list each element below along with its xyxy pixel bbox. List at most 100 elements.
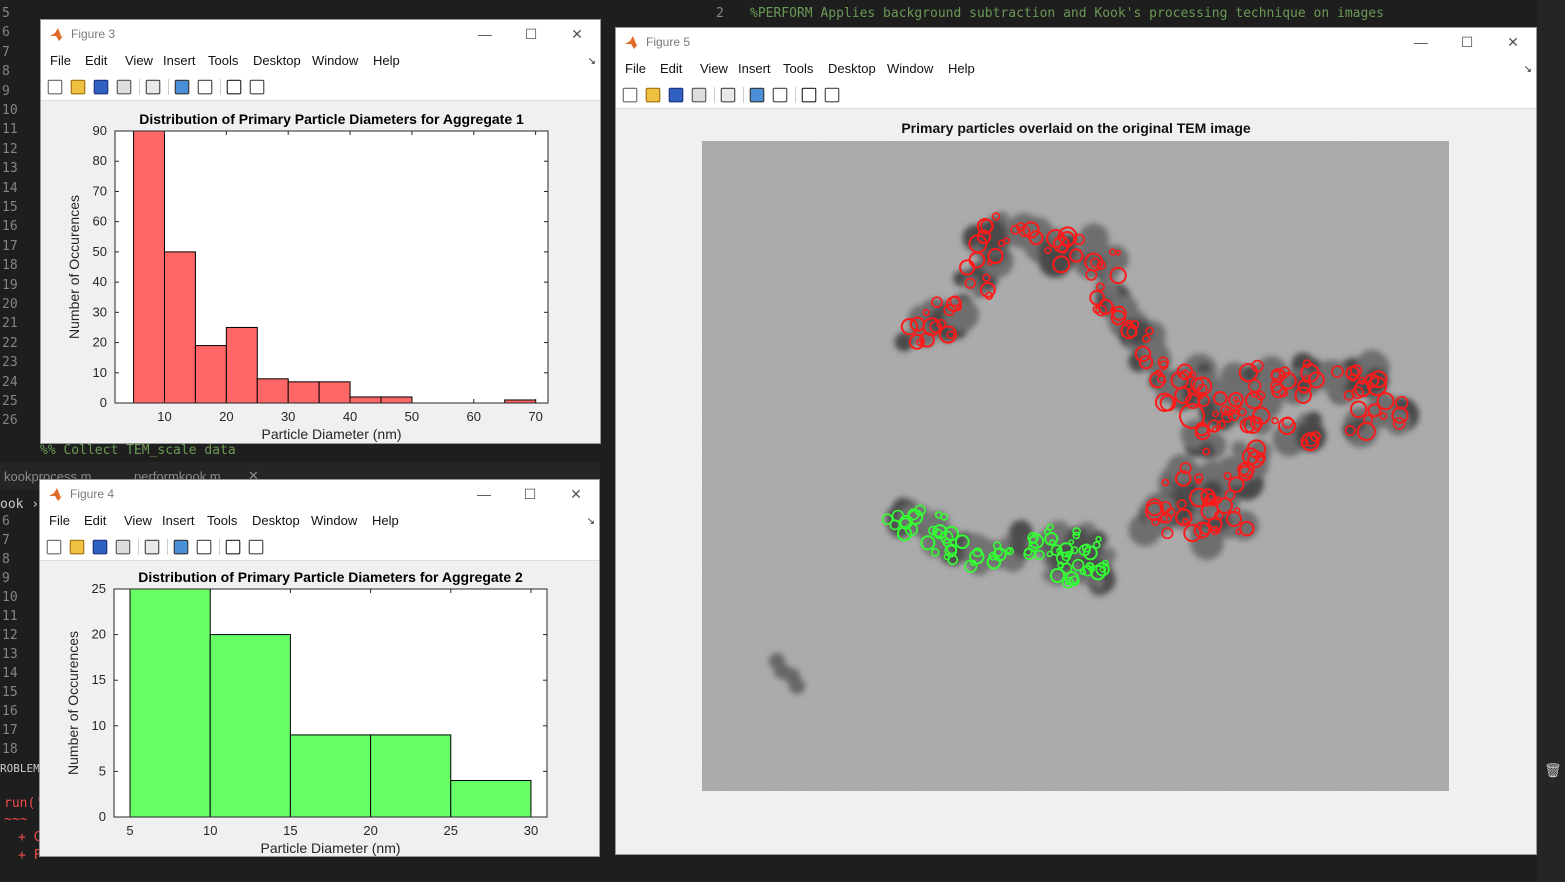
minimize-button[interactable]: — — [1414, 34, 1428, 50]
primary-particle-circle — [1159, 501, 1172, 514]
legend-icon[interactable] — [771, 86, 789, 104]
toolbar-separator — [167, 539, 168, 555]
open-folder-icon[interactable] — [69, 78, 87, 96]
dock-arrow-icon[interactable]: ↘ — [587, 56, 596, 67]
print-icon[interactable] — [690, 86, 708, 104]
link-plot-icon[interactable] — [143, 538, 161, 556]
menu-help[interactable]: Help — [373, 53, 400, 68]
colorbar-icon[interactable] — [748, 86, 766, 104]
menu-window[interactable]: Window — [887, 61, 934, 76]
pointer-icon[interactable] — [800, 86, 818, 104]
menu-help[interactable]: Help — [372, 513, 399, 528]
link-plot-icon[interactable] — [719, 86, 737, 104]
primary-particle-circle — [947, 554, 959, 566]
chart-title: Distribution of Primary Particle Diamete… — [139, 111, 524, 127]
primary-particle-circle — [1194, 424, 1211, 441]
line-number: 10 — [2, 103, 18, 118]
menu-insert[interactable]: Insert — [163, 53, 196, 68]
problems-tab[interactable]: ROBLEMS — [0, 762, 47, 775]
trash-icon[interactable]: 🗑 — [1544, 762, 1562, 778]
open-folder-icon[interactable] — [68, 538, 86, 556]
maximize-button[interactable]: ☐ — [1460, 34, 1474, 50]
link-plot-icon[interactable] — [144, 78, 162, 96]
menu-tools[interactable]: Tools — [783, 61, 814, 76]
print-icon[interactable] — [115, 78, 133, 96]
menu-insert[interactable]: Insert — [738, 61, 771, 76]
primary-particle-circle — [1046, 228, 1066, 248]
close-button[interactable]: ✕ — [571, 26, 583, 42]
menu-file[interactable]: File — [50, 53, 71, 68]
menu-window[interactable]: Window — [312, 53, 359, 68]
menu-edit[interactable]: Edit — [85, 53, 108, 68]
new-file-icon[interactable] — [45, 538, 63, 556]
menu-insert[interactable]: Insert — [162, 513, 195, 528]
close-button[interactable]: ✕ — [570, 486, 582, 502]
primary-particle-circle — [982, 273, 991, 282]
property-inspector-icon[interactable] — [823, 86, 841, 104]
legend-icon[interactable] — [196, 78, 214, 96]
property-inspector-icon[interactable] — [248, 78, 266, 96]
figure-area: 5 10 15 20 25 30 0 5 10 15 20 25 Distribution of Pri… — [40, 561, 599, 856]
primary-particle-circle — [1110, 306, 1117, 313]
primary-particle-circle — [1145, 326, 1154, 336]
primary-particle-circle — [1044, 531, 1059, 546]
primary-particle-circle — [1367, 376, 1387, 396]
minimize-button[interactable]: — — [478, 26, 492, 42]
title-bar[interactable]: Figure 5 — ☐ ✕ — [616, 28, 1536, 56]
menu-window[interactable]: Window — [311, 513, 358, 528]
pointer-icon[interactable] — [225, 78, 243, 96]
menu-view[interactable]: View — [124, 513, 152, 528]
menu-file[interactable]: File — [625, 61, 646, 76]
open-folder-icon[interactable] — [644, 86, 662, 104]
toolbar-separator — [220, 79, 221, 95]
dock-arrow-icon[interactable]: ↘ — [586, 516, 595, 527]
title-bar[interactable]: Figure 4 — ☐ ✕ — [40, 480, 599, 508]
menu-edit[interactable]: Edit — [660, 61, 683, 76]
minimize-button[interactable]: — — [477, 486, 491, 502]
primary-particle-circle — [1111, 305, 1127, 321]
histogram-bar — [129, 588, 211, 818]
menu-desktop[interactable]: Desktop — [253, 53, 301, 68]
line-number: 24 — [2, 374, 18, 390]
menu-file[interactable]: File — [49, 513, 70, 528]
colorbar-icon[interactable] — [173, 78, 191, 96]
menu-desktop[interactable]: Desktop — [828, 61, 876, 76]
primary-particle-circle — [1090, 257, 1101, 268]
maximize-button[interactable]: ☐ — [523, 486, 537, 502]
new-file-icon[interactable] — [46, 78, 64, 96]
line-number: 14 — [2, 180, 18, 196]
primary-particle-circle — [1183, 523, 1202, 543]
primary-particle-circle — [922, 308, 930, 317]
save-icon[interactable] — [91, 538, 109, 556]
menu-tools[interactable]: Tools — [207, 513, 238, 528]
save-icon[interactable] — [667, 86, 685, 104]
primary-particle-circle — [1145, 501, 1165, 521]
primary-particle-circle — [987, 247, 1004, 265]
legend-icon[interactable] — [195, 538, 213, 556]
menu-edit[interactable]: Edit — [84, 513, 107, 528]
line-number: 13 — [2, 161, 18, 177]
histogram-bar — [225, 326, 258, 404]
close-button[interactable]: ✕ — [1507, 34, 1519, 50]
line-number: 13 — [2, 647, 18, 662]
dock-arrow-icon[interactable]: ↘ — [1523, 64, 1532, 75]
menu-tools[interactable]: Tools — [208, 53, 239, 68]
maximize-button[interactable]: ☐ — [524, 26, 538, 42]
title-bar[interactable]: Figure 3 — ☐ ✕ — [41, 20, 600, 48]
primary-particle-circle — [1194, 472, 1204, 483]
primary-particle-circle — [1003, 237, 1010, 245]
save-icon[interactable] — [92, 78, 110, 96]
colorbar-icon[interactable] — [172, 538, 190, 556]
new-file-icon[interactable] — [621, 86, 639, 104]
primary-particle-circle — [1187, 387, 1196, 396]
menu-view[interactable]: View — [125, 53, 153, 68]
print-icon[interactable] — [114, 538, 132, 556]
property-inspector-icon[interactable] — [247, 538, 265, 556]
primary-particle-circle — [1343, 389, 1355, 401]
menu-view[interactable]: View — [700, 61, 728, 76]
menu-help[interactable]: Help — [948, 61, 975, 76]
primary-particle-circle — [1392, 417, 1406, 430]
menu-desktop[interactable]: Desktop — [252, 513, 300, 528]
close-icon[interactable]: ✕ — [248, 468, 259, 483]
pointer-icon[interactable] — [224, 538, 242, 556]
